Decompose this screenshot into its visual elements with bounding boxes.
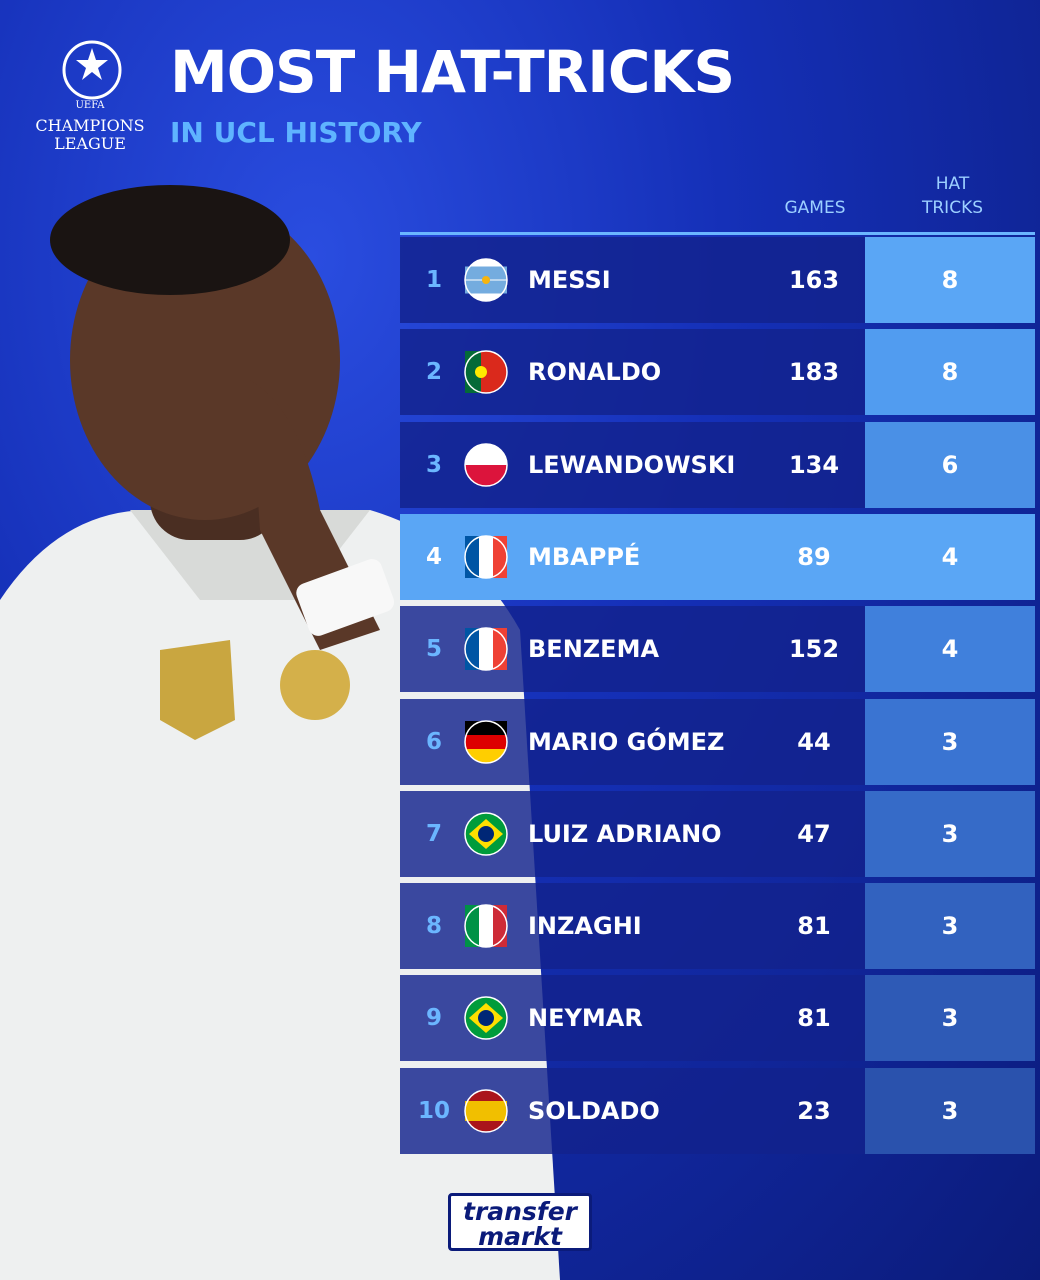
column-header: HAT TRICKS	[921, 174, 984, 218]
flag	[464, 627, 508, 671]
flag	[464, 719, 508, 764]
games: 47	[797, 819, 831, 848]
brand-logo: transfer markt	[448, 1193, 592, 1251]
rank: 10	[417, 1097, 450, 1124]
name: INZAGHI	[528, 912, 642, 941]
hat-cell-bg	[865, 329, 1035, 416]
logo-line1: CHAMPIONS	[35, 116, 145, 135]
logo-line2: LEAGUE	[54, 134, 126, 153]
hat: 4	[941, 635, 959, 664]
table-row: 3 LEWANDOWSKI 134 6	[400, 421, 1035, 508]
games: 89	[797, 542, 831, 571]
games: 44	[797, 727, 831, 756]
flag	[464, 812, 508, 856]
name: LUIZ ADRIANO	[528, 819, 722, 848]
hat: 3	[941, 819, 959, 848]
hat-cell-bg	[865, 237, 1035, 323]
hat: 3	[941, 727, 959, 756]
hat: 3	[941, 912, 959, 941]
flag	[464, 996, 508, 1041]
ucl-starball	[62, 40, 122, 100]
hat: 3	[941, 1004, 959, 1033]
name: RONALDO	[528, 358, 662, 387]
name: MESSI	[528, 266, 611, 294]
table-row: 7 LUIZ ADRIANO 47 3	[400, 790, 1035, 877]
subtitle: IN UCL HISTORY	[170, 116, 422, 149]
rank: 8	[425, 913, 442, 940]
name: LEWANDOWSKI	[528, 450, 736, 479]
hat: 4	[941, 542, 959, 571]
table-row: 6 MARIO GÓMEZ 44 3	[400, 698, 1035, 785]
hat-cell-bg	[865, 513, 1035, 600]
rank: 9	[425, 1005, 442, 1032]
hat-cell-bg	[865, 883, 1035, 970]
table-row: 4 MBAPPÉ 89 4	[400, 513, 1035, 600]
rank: 1	[425, 267, 442, 293]
rank: 2	[425, 359, 442, 386]
hat-cell-bg	[865, 975, 1035, 1062]
flag	[464, 1088, 508, 1133]
table-row: 1 MESSI 163 8	[400, 237, 1035, 323]
hat-cell-bg	[865, 1067, 1035, 1154]
table-row: 9 NEYMAR 81 3	[400, 975, 1035, 1062]
logo-uefa: UEFA	[75, 100, 105, 111]
title: MOST HAT-TRICKS	[170, 38, 735, 106]
games: 81	[797, 1004, 831, 1033]
table-row: 2 RONALDO 183 8	[400, 329, 1035, 416]
header-rule	[400, 232, 1035, 235]
rank: 5	[425, 636, 442, 663]
hat: 6	[941, 450, 959, 479]
flag	[464, 350, 508, 395]
table-row: 8 INZAGHI 81 3	[400, 883, 1035, 970]
hat-cell-bg	[865, 698, 1035, 785]
brand-text: transfer	[463, 1197, 577, 1226]
flag	[464, 535, 508, 579]
hat: 3	[941, 1096, 959, 1125]
name: MBAPPÉ	[528, 542, 641, 571]
games: 23	[797, 1096, 831, 1125]
flag	[464, 258, 508, 302]
hat-cell-bg	[865, 606, 1035, 693]
games: 134	[788, 450, 840, 479]
games: 152	[788, 635, 840, 664]
name: BENZEMA	[528, 635, 660, 664]
table-row: 10 SOLDADO 23 3	[400, 1067, 1035, 1154]
brand-text: markt	[478, 1222, 562, 1251]
games: 81	[797, 912, 831, 941]
hat: 8	[941, 358, 959, 387]
flag	[464, 904, 508, 948]
name: NEYMAR	[528, 1004, 643, 1033]
games: 163	[788, 266, 840, 294]
hat: 8	[941, 266, 959, 294]
rank: 3	[425, 451, 442, 478]
column-header: GAMES	[784, 198, 846, 218]
rank: 7	[425, 820, 442, 847]
flag	[464, 442, 508, 487]
hat-cell-bg	[865, 421, 1035, 508]
table-row: 5 BENZEMA 152 4	[400, 606, 1035, 693]
rank: 4	[425, 543, 442, 570]
hat-cell-bg	[865, 790, 1035, 877]
rank: 6	[425, 728, 442, 755]
name: MARIO GÓMEZ	[528, 727, 725, 756]
games: 183	[788, 358, 840, 387]
name: SOLDADO	[528, 1096, 660, 1125]
